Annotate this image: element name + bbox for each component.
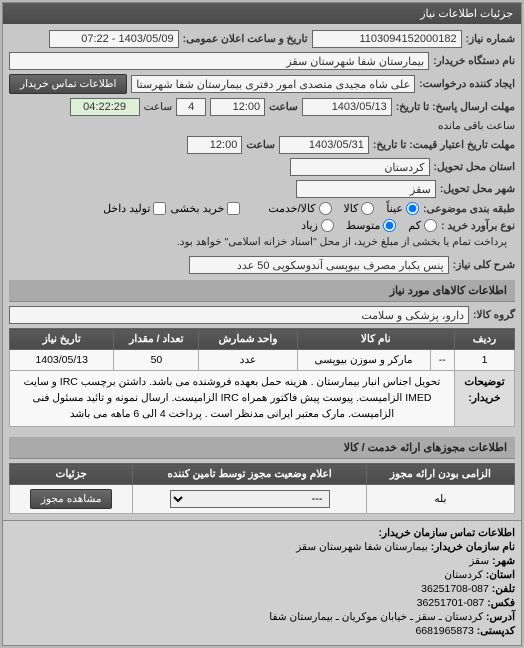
cell-qty: 50 <box>114 350 199 371</box>
panel-title: جزئیات اطلاعات نیاز <box>3 3 521 24</box>
buyer-contact-button[interactable]: اطلاعات تماس خریدار <box>9 74 127 94</box>
need-details-panel: جزئیات اطلاعات نیاز شماره نیاز: تاریخ و … <box>2 2 522 646</box>
contact-address: کردستان ـ سقز ـ خیابان موکریان ـ بیمارست… <box>269 611 483 623</box>
desc-row: توضیحات خریدار: تحویل اجناس انبار بیمارس… <box>10 371 515 427</box>
province-field <box>290 158 430 176</box>
contact-address-label: آدرس: <box>486 611 515 623</box>
desc-text: تحویل اجناس انبار بیمارستان . هزینه حمل … <box>10 371 455 427</box>
contact-fax-label: فکس: <box>487 597 515 609</box>
col-name: نام کالا <box>297 329 454 350</box>
contact-phone-label: تلفن: <box>492 583 515 595</box>
contact-province: کردستان <box>444 569 482 581</box>
view-license-button[interactable]: مشاهده مجوز <box>30 489 113 509</box>
license-table: الزامی بودن ارائه مجوز اعلام وضعیت مجوز … <box>9 463 515 514</box>
lic-col-detail: جزئیات <box>10 464 133 485</box>
payment-note: پرداخت تمام یا بخشی از مبلغ خرید، از محل… <box>177 236 507 248</box>
validity-label: مهلت تاریخ اعتبار قیمت: تا تاریخ: <box>373 139 515 151</box>
validity-hour-field <box>187 136 242 154</box>
contact-section: اطلاعات تماس سازمان خریدار: نام سازمان خ… <box>3 520 521 645</box>
remain-num-field <box>176 98 206 116</box>
contact-fax: 087-36251701 <box>417 597 485 609</box>
req-creator-field <box>131 75 415 93</box>
request-no-label: شماره نیاز: <box>466 33 515 45</box>
table-row: 1 -- مارکر و سوزن بیوپسی عدد 50 1403/05/… <box>10 350 515 371</box>
license-header: اطلاعات مجوزهای ارائه خدمت / کالا <box>9 437 515 459</box>
contact-org-label: نام سازمان خریدار: <box>431 541 515 553</box>
subject-field <box>189 256 449 274</box>
contact-header: اطلاعات تماس سازمان خریدار: <box>9 527 515 539</box>
desc-label: توضیحات خریدار: <box>455 371 515 427</box>
cell-date: 1403/05/13 <box>10 350 114 371</box>
checkbox-inner[interactable]: تولید داخل <box>103 202 166 215</box>
radio-service[interactable]: کالا/خدمت <box>268 202 331 215</box>
contact-city-label: شهر: <box>492 555 515 567</box>
remain-text: ساعت باقی مانده <box>438 120 515 132</box>
buyer-org-field <box>9 52 429 70</box>
buyer-org-label: نام دستگاه خریدار: <box>433 55 515 67</box>
city-field <box>296 180 436 198</box>
panel-body: شماره نیاز: تاریخ و ساعت اعلان عمومی: نا… <box>3 24 521 520</box>
datetime-label: تاریخ و ساعت اعلان عمومی: <box>183 33 308 45</box>
col-qty: تعداد / مقدار <box>114 329 199 350</box>
lic-mandatory-val: بله <box>366 485 514 514</box>
goods-group-field <box>9 306 469 324</box>
category-label: طبقه بندی موضوعی: <box>423 203 515 215</box>
req-creator-label: ایجاد کننده درخواست: <box>419 78 515 90</box>
radio-high[interactable]: زیاد <box>301 219 334 232</box>
contact-postal-label: کدپستی: <box>477 625 515 637</box>
amount-radio-group: کم متوسط زیاد <box>301 219 437 232</box>
contact-province-label: استان: <box>486 569 515 581</box>
contact-postal: 6681965873 <box>415 625 473 637</box>
remain-hour-label: ساعت <box>144 101 173 113</box>
deadline-date-field <box>302 98 392 116</box>
deadline-hour-label: ساعت <box>269 101 298 113</box>
contact-phone: 087-36251708 <box>421 583 489 595</box>
radio-low[interactable]: کم <box>408 219 437 232</box>
deadline-label: مهلت ارسال پاسخ: تا تاریخ: <box>396 101 515 113</box>
cell-code: -- <box>430 350 455 371</box>
col-date: تاریخ نیاز <box>10 329 114 350</box>
contact-org: بیمارستان شفا شهرستان سقز <box>296 541 428 553</box>
goods-header: اطلاعات کالاهای مورد نیاز <box>9 280 515 302</box>
countdown-field <box>70 98 140 116</box>
validity-hour-label: ساعت <box>246 139 275 151</box>
subject-label: شرح کلی نیاز: <box>453 259 515 271</box>
category-radio-group: عیناً کالا کالا/خدمت <box>268 202 419 215</box>
radio-kala[interactable]: کالا <box>344 202 375 215</box>
license-status-select[interactable]: --- <box>170 490 330 508</box>
goods-table: ردیف نام کالا واحد شمارش تعداد / مقدار ت… <box>9 328 515 427</box>
col-unit: واحد شمارش <box>199 329 297 350</box>
cell-n: 1 <box>455 350 515 371</box>
city-label: شهر محل تحویل: <box>440 183 515 195</box>
checkbox-partbuy[interactable]: خرید بخشی <box>170 202 240 215</box>
cell-unit: عدد <box>199 350 297 371</box>
goods-group-label: گروه کالا: <box>473 309 515 321</box>
request-no-field <box>312 30 462 48</box>
province-label: استان محل تحویل: <box>434 161 515 173</box>
datetime-field <box>49 30 179 48</box>
deadline-hour-field <box>210 98 265 116</box>
lic-col-mandatory: الزامی بودن ارائه مجوز <box>366 464 514 485</box>
payment-method-label: نوع برآورد خرید : <box>441 220 515 232</box>
col-row: ردیف <box>455 329 515 350</box>
radio-mid[interactable]: متوسط <box>346 219 397 232</box>
validity-date-field <box>279 136 369 154</box>
contact-city: سقز <box>469 555 489 567</box>
license-row: بله --- مشاهده مجوز <box>10 485 515 514</box>
lic-col-status: اعلام وضعیت مجوز توسط تامین کننده <box>133 464 366 485</box>
radio-similar[interactable]: عیناً <box>386 202 419 215</box>
cell-name: مارکر و سوزن بیوپسی <box>297 350 430 371</box>
